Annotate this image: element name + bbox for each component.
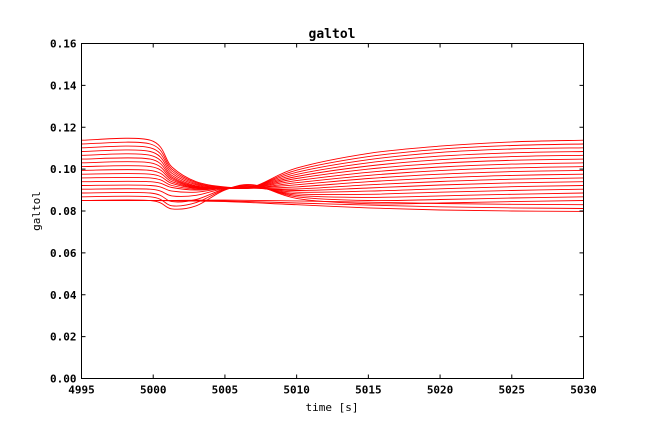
x-tick-label: 5005 bbox=[212, 384, 239, 397]
x-tick-label: 5030 bbox=[570, 384, 597, 397]
series-line-17 bbox=[81, 184, 584, 210]
y-tick-label: 0.14 bbox=[50, 79, 77, 92]
x-tick-label: 5025 bbox=[499, 384, 526, 397]
chart-title: galtol bbox=[309, 27, 356, 42]
y-tick-label: 0.04 bbox=[50, 289, 77, 302]
series-line-14 bbox=[81, 186, 584, 197]
y-tick-label: 0.00 bbox=[50, 373, 77, 386]
x-tick-label: 5000 bbox=[140, 384, 167, 397]
series-line-13 bbox=[81, 184, 584, 193]
y-tick-label: 0.10 bbox=[50, 163, 77, 176]
x-tick-label: 4995 bbox=[68, 384, 95, 397]
x-tick-label: 5015 bbox=[355, 384, 382, 397]
y-tick-label: 0.02 bbox=[50, 331, 77, 344]
y-tick-label: 0.16 bbox=[50, 38, 77, 51]
y-axis-label: galtol bbox=[30, 191, 43, 231]
x-axis-label: time [s] bbox=[306, 401, 359, 414]
y-tick-label: 0.06 bbox=[50, 247, 77, 260]
series-lines bbox=[81, 137, 584, 212]
series-line-16 bbox=[81, 184, 584, 207]
y-tick-label: 0.08 bbox=[50, 205, 77, 218]
x-tick-label: 5010 bbox=[283, 384, 310, 397]
x-axis-ticks: 4995 5000 5005 5010 5015 5020 5025 5030 bbox=[68, 43, 597, 397]
y-tick-label: 0.12 bbox=[50, 121, 77, 134]
x-tick-label: 5020 bbox=[427, 384, 454, 397]
series-line-8 bbox=[81, 165, 584, 189]
y-axis-ticks: 0.00 0.02 0.04 0.06 0.08 0.10 0.12 0.14 0.16 bbox=[50, 38, 584, 386]
series-line-20 bbox=[81, 199, 584, 206]
series-line-15 bbox=[81, 185, 584, 203]
